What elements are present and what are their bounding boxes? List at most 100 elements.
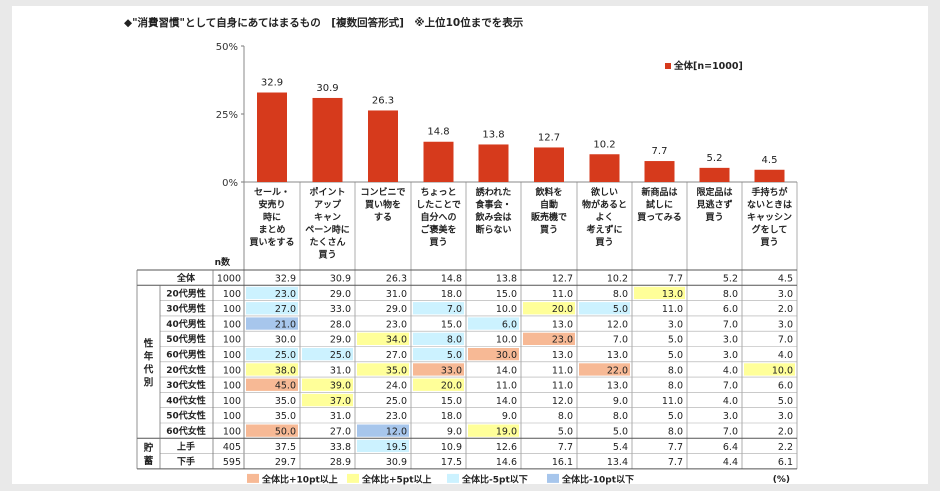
table-cell: 13.0 bbox=[607, 381, 628, 392]
table-cell: 8.0 bbox=[668, 427, 683, 438]
chart-card bbox=[12, 6, 928, 484]
category-label: 考えずに bbox=[586, 224, 622, 236]
table-cell: 30.0 bbox=[496, 350, 517, 361]
table-cell-highlight bbox=[246, 424, 298, 437]
table-cell: 10.0 bbox=[496, 335, 517, 346]
table-cell: 3.0 bbox=[778, 319, 793, 330]
bar bbox=[368, 110, 398, 182]
table-cell-highlight bbox=[523, 302, 575, 315]
table-cell: 33.0 bbox=[330, 304, 351, 315]
row-label: 40代男性 bbox=[166, 318, 206, 330]
row-label: 上手 bbox=[177, 440, 195, 452]
bar-value-label: 13.8 bbox=[482, 129, 504, 140]
table-cell-highlight bbox=[579, 363, 630, 376]
category-label: 限定品は bbox=[696, 186, 732, 198]
table-cell: 4.0 bbox=[723, 396, 738, 407]
table-cell: 14.0 bbox=[496, 396, 517, 407]
table-cell: 5.0 bbox=[558, 427, 573, 438]
table-cell: 3.0 bbox=[778, 289, 793, 300]
table-cell: 8.0 bbox=[723, 289, 738, 300]
table-cell: 50.0 bbox=[275, 427, 296, 438]
table-cell: 7.0 bbox=[447, 304, 462, 315]
table-cell-highlight bbox=[302, 393, 353, 407]
table-cell: 25.0 bbox=[386, 396, 407, 407]
category-label: 安売り bbox=[258, 199, 285, 211]
bar bbox=[644, 161, 675, 182]
table-cell: 15.0 bbox=[441, 319, 462, 330]
table-cell: 6.0 bbox=[778, 381, 793, 392]
row-n: 100 bbox=[223, 335, 241, 346]
table-cell: 3.0 bbox=[778, 411, 793, 422]
table-cell-highlight bbox=[357, 363, 409, 376]
table-cell: 8.0 bbox=[613, 289, 628, 300]
table-cell: 23.0 bbox=[275, 289, 296, 300]
table-cell: 5.0 bbox=[668, 411, 683, 422]
bar-value-label: 4.5 bbox=[762, 155, 778, 166]
bar-value-label: 7.7 bbox=[652, 146, 668, 157]
row-label: 50代男性 bbox=[166, 333, 206, 345]
table-cell: 3.0 bbox=[723, 350, 738, 361]
table-cell: 8.0 bbox=[447, 335, 462, 346]
table-cell-highlight bbox=[744, 363, 795, 376]
table-cell: 12.0 bbox=[552, 396, 573, 407]
category-label: 買う bbox=[429, 237, 447, 248]
table-cell: 31.0 bbox=[386, 289, 407, 300]
table-cell: 27.0 bbox=[275, 304, 296, 315]
category-label: セール・ bbox=[254, 187, 290, 198]
category-label: 買う bbox=[540, 225, 558, 236]
table-cell: 7.0 bbox=[778, 335, 793, 346]
highlight-legend-swatch bbox=[347, 473, 359, 483]
category-label: 新商品は bbox=[641, 186, 677, 198]
category-label: 欲しい bbox=[590, 186, 618, 198]
category-label: たくさん bbox=[309, 237, 345, 248]
table-cell: 6.1 bbox=[778, 457, 793, 468]
category-label: 販売機で bbox=[531, 211, 567, 223]
table-cell-highlight bbox=[468, 348, 519, 361]
table-cell: 3.0 bbox=[668, 319, 683, 330]
table-cell: 12.0 bbox=[607, 319, 628, 330]
y-tick-label: 25% bbox=[216, 110, 238, 121]
table-cell-highlight bbox=[357, 332, 409, 345]
table-cell: 5.0 bbox=[613, 427, 628, 438]
table-cell: 25.0 bbox=[275, 350, 296, 361]
highlight-legend-label: 全体比-5pt以下 bbox=[461, 473, 528, 485]
bar bbox=[478, 144, 509, 182]
category-label: 買ってみる bbox=[637, 212, 682, 223]
category-label: キャン bbox=[314, 212, 341, 223]
table-cell: 13.0 bbox=[607, 350, 628, 361]
row-n: 100 bbox=[223, 319, 241, 330]
row-label: 60代女性 bbox=[166, 425, 206, 437]
n-header: n数 bbox=[215, 256, 231, 268]
row-label: 30代男性 bbox=[166, 303, 206, 315]
table-cell-highlight bbox=[634, 286, 685, 300]
table-cell: 23.0 bbox=[552, 335, 573, 346]
category-label: 買う bbox=[595, 237, 613, 248]
category-label: ないときは bbox=[747, 200, 792, 211]
category-label: グをして bbox=[752, 224, 788, 236]
category-label: まとめ bbox=[258, 225, 285, 236]
table-cell: 10.9 bbox=[441, 442, 462, 453]
table-cell: 20.0 bbox=[441, 381, 462, 392]
bar-value-label: 14.8 bbox=[427, 127, 449, 138]
table-cell: 6.0 bbox=[502, 319, 517, 330]
table-cell: 5.0 bbox=[447, 350, 462, 361]
table-cell-highlight bbox=[302, 348, 353, 361]
table-cell: 12.7 bbox=[552, 274, 573, 285]
table-cell: 32.9 bbox=[275, 274, 296, 285]
table-cell: 11.0 bbox=[552, 365, 573, 376]
table-cell: 13.4 bbox=[607, 457, 628, 468]
table-cell: 7.0 bbox=[613, 335, 628, 346]
table-cell: 11.0 bbox=[496, 381, 517, 392]
category-label: 買う bbox=[705, 212, 723, 223]
table-cell: 18.0 bbox=[441, 289, 462, 300]
highlight-legend-swatch bbox=[447, 473, 459, 483]
table-cell: 7.7 bbox=[668, 457, 683, 468]
bar-value-label: 30.9 bbox=[316, 83, 338, 94]
row-label: 全体 bbox=[176, 272, 196, 284]
row-n: 405 bbox=[223, 442, 241, 453]
table-cell-highlight bbox=[246, 363, 298, 376]
table-cell: 5.0 bbox=[668, 335, 683, 346]
table-cell: 11.0 bbox=[662, 304, 683, 315]
row-label: 30代女性 bbox=[166, 379, 206, 391]
